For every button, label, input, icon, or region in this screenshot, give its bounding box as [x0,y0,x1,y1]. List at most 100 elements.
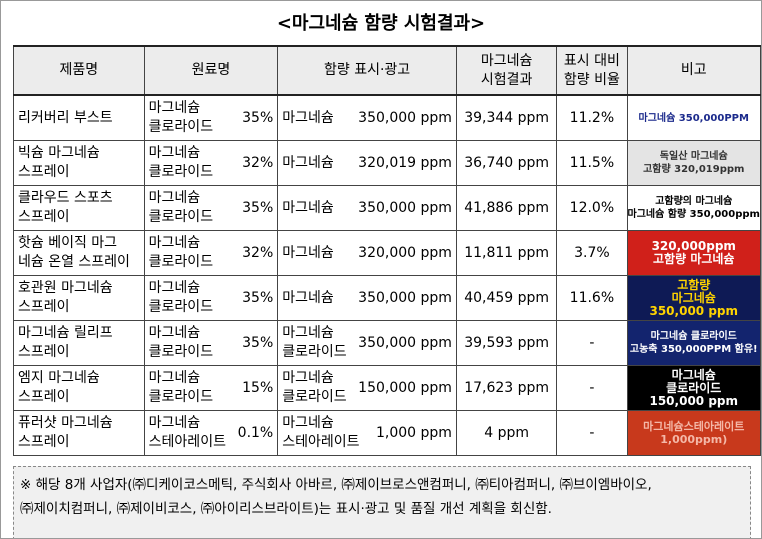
ingredient-line: 마그네슘 [148,190,201,206]
remark-text: 고함량의 마그네슘 [655,196,733,207]
title: <마그네슘 함량 시험결과> [276,13,486,34]
claim-cell: 마그네슘 클로라이드 350,000 ppm [277,320,457,366]
ingredient-percent: 15% [242,379,274,396]
ingredient-name: 마그네슘 클로라이드 [149,369,213,407]
claim-name: 마그네슘 [282,199,334,218]
header-row: 제품명 원료명 함량 표시·광고 마그네슘 시험결과 표시 대비 함량 비율 비고 [13,45,761,96]
ratio: - [556,410,628,456]
ingredient: 마그네슘 클로라이드 32% [149,234,274,272]
ingredient-line: 마그네슘 [148,415,201,431]
header-text: 제품명 [59,62,99,78]
header-cell: 제품명 [13,45,145,96]
remark-cell: 고함량 마그네슘 350,000 ppm [626,275,761,321]
product-name: 스프레이 [18,209,70,225]
claim-name: 마그네슘 [282,109,334,128]
claim-amount: 350,000 ppm [358,199,452,216]
claim-line: 마그네슘 [282,244,334,261]
product-cell: 핫슘 베이직 마그 네슘 온열 스프레이 [13,230,145,276]
ingredient-line: 클로라이드 [148,119,214,135]
remark-cell: 마그네슘 350,000PPM [626,94,761,141]
ingredient-line: 클로라이드 [148,209,214,225]
product-name: 스프레이 [18,299,70,315]
ingredient-cell: 마그네슘 클로라이드 32% [143,230,279,276]
claim: 마그네슘 클로라이드 350,000 ppm [282,324,452,362]
table-row: 리커버리 부스트 마그네슘 클로라이드 35% 마그네슘 350,000 ppm 39,34… [13,94,761,141]
ingredient-line: 클로라이드 [148,299,214,315]
ingredient-name: 마그네슘 스테아레이트 [149,414,226,452]
header-cell: 비고 [626,45,761,96]
ingredient-line: 클로라이드 [148,344,214,360]
remark-image: 320,000ppm 고함량 마그네슘 [627,231,760,275]
claim-line: 마그네슘 [282,415,334,431]
ingredient-line: 마그네슘 [148,100,201,116]
product-name: 리커버리 부스트 [18,109,113,126]
ratio: - [556,365,628,411]
claim-cell: 마그네슘 스테아레이트 1,000 ppm [277,410,457,456]
claim-line: 클로라이드 [282,344,347,360]
ingredient-name: 마그네슘 클로라이드 [149,279,213,317]
remark-text: 마그네슘 클로라이드 [650,331,737,342]
claim-name: 마그네슘 [282,289,334,308]
product-cell: 퓨러샷 마그네슘 스프레이 [13,410,145,456]
claim-amount: 350,000 ppm [358,109,452,126]
ingredient-cell: 마그네슘 클로라이드 15% [143,365,279,411]
claim: 마그네슘 스테아레이트 1,000 ppm [282,414,452,452]
ratio: - [556,320,628,366]
ingredient-percent: 35% [242,199,274,216]
remark-image: 고함량의 마그네슘 마그네슘 함량 350,000ppm [627,186,760,230]
table-body: 리커버리 부스트 마그네슘 클로라이드 35% 마그네슘 350,000 ppm 39,34… [13,94,761,456]
ingredient: 마그네슘 스테아레이트 0.1% [149,414,274,452]
remark-image: 마그네슘 350,000PPM [628,96,760,140]
ingredient: 마그네슘 클로라이드 15% [149,369,274,407]
test-result: 40,459 ppm [455,275,558,321]
ratio: 11.5% [556,140,628,186]
test-result: 17,623 ppm [455,365,558,411]
claim-name: 마그네슘 [282,244,334,263]
claim-amount: 150,000 ppm [358,379,452,396]
product-cell: 빅슘 마그네슘 스프레이 [13,140,145,186]
remark-image: 마그네슘스테아레이트 1,000ppm) [627,411,760,455]
remark-text: 150,000 ppm [649,393,739,408]
ingredient-line: 마그네슘 [148,325,201,341]
footnote-line: ㈜제이치컴퍼니, ㈜제이비코스, ㈜아이리스브라이트)는 표시·광고 및 품질 … [20,501,552,517]
remark-text: 고함량 320,019ppm [643,164,745,175]
test-result: 36,740 ppm [455,140,558,186]
product-cell: 마그네슘 릴리프 스프레이 [13,320,145,366]
ingredient-cell: 마그네슘 스테아레이트 0.1% [143,410,279,456]
claim-line: 마그네슘 [282,370,334,386]
ingredient: 마그네슘 클로라이드 35% [149,324,274,362]
ingredient-percent: 35% [242,109,274,126]
test-result: 4 ppm [455,410,558,456]
claim-line: 스테아레이트 [282,434,360,450]
product-name: 스프레이 [18,344,70,360]
ingredient-name: 마그네슘 클로라이드 [149,144,213,182]
ingredient-cell: 마그네슘 클로라이드 35% [143,320,279,366]
header-text: 함량 비율 [563,71,620,88]
claim-line: 마그네슘 [282,109,334,126]
product-name: 클라우드 스포츠 [18,190,113,206]
table-row: 호관원 마그네슘 스프레이 마그네슘 클로라이드 35% 마그네슘 350,000 ppm 4… [13,275,761,321]
remark-text: 고농축 350,000PPM 함유! [629,344,758,355]
header-text: 비고 [680,62,707,78]
claim-amount: 350,000 ppm [358,334,452,351]
ingredient-line: 클로라이드 [148,164,214,180]
ratio: 3.7% [556,230,628,276]
claim-amount: 320,019 ppm [358,154,452,171]
claim-cell: 마그네슘 350,000 ppm [277,185,457,231]
claim: 마그네슘 350,000 ppm [282,289,452,308]
product-cell: 리커버리 부스트 [13,94,145,141]
results-table: 제품명 원료명 함량 표시·광고 마그네슘 시험결과 표시 대비 함량 비율 비고 리커버리 … [13,45,761,456]
claim-line: 클로라이드 [282,389,347,405]
remark-cell: 마그네슘스테아레이트 1,000ppm) [626,410,761,456]
header-text: 원료명 [191,62,231,78]
ingredient-line: 클로라이드 [148,254,214,270]
product-name: 스프레이 [18,389,70,405]
product-name: 핫슘 베이직 마그 [18,235,118,251]
ingredient-name: 마그네슘 클로라이드 [149,234,213,272]
